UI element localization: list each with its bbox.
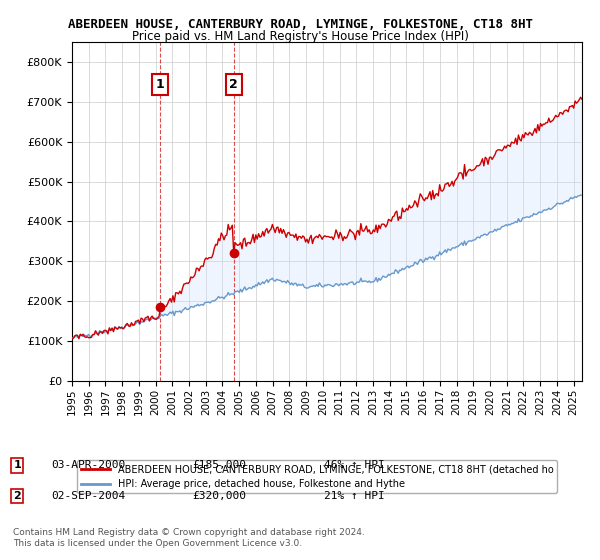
Text: 03-APR-2000: 03-APR-2000 <box>51 460 125 470</box>
Text: Contains HM Land Registry data © Crown copyright and database right 2024.
This d: Contains HM Land Registry data © Crown c… <box>13 528 365 548</box>
Text: 2: 2 <box>229 78 238 91</box>
Text: 1: 1 <box>155 78 164 91</box>
Text: Price paid vs. HM Land Registry's House Price Index (HPI): Price paid vs. HM Land Registry's House … <box>131 30 469 43</box>
Text: £320,000: £320,000 <box>192 491 246 501</box>
Legend: ABERDEEN HOUSE, CANTERBURY ROAD, LYMINGE, FOLKESTONE, CT18 8HT (detached ho, HPI: ABERDEEN HOUSE, CANTERBURY ROAD, LYMINGE… <box>77 460 557 493</box>
Text: 46% ↑ HPI: 46% ↑ HPI <box>324 460 385 470</box>
Text: 02-SEP-2004: 02-SEP-2004 <box>51 491 125 501</box>
Text: 2: 2 <box>13 491 21 501</box>
Text: 21% ↑ HPI: 21% ↑ HPI <box>324 491 385 501</box>
Text: ABERDEEN HOUSE, CANTERBURY ROAD, LYMINGE, FOLKESTONE, CT18 8HT: ABERDEEN HOUSE, CANTERBURY ROAD, LYMINGE… <box>67 18 533 31</box>
Text: 1: 1 <box>13 460 21 470</box>
Text: £185,000: £185,000 <box>192 460 246 470</box>
